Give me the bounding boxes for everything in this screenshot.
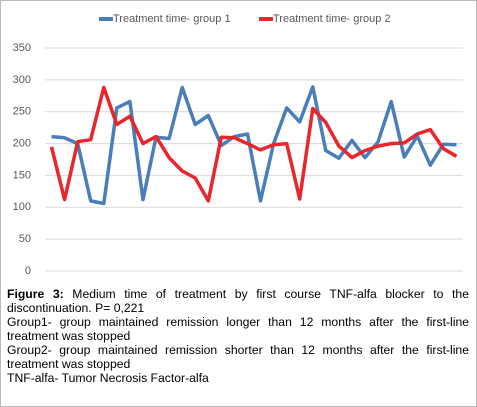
caption: Figure 3: Medium time of treatment by fi… xyxy=(7,287,469,385)
caption-line: Group2- group maintained remission short… xyxy=(7,343,469,371)
series-line xyxy=(51,85,457,206)
y-tick-label: 350 xyxy=(13,42,31,54)
caption-main: Figure 3: Medium time of treatment by fi… xyxy=(7,287,469,315)
y-tick-label: 100 xyxy=(13,201,31,213)
series-line xyxy=(49,85,458,203)
y-tick-label: 150 xyxy=(13,169,31,181)
chart: 0 50 100 150 200 250 300 350 Treatment time- gro… xyxy=(13,13,463,277)
y-tick-label: 200 xyxy=(13,137,31,149)
y-tick-label: 0 xyxy=(25,265,31,277)
caption-line: Group1- group maintained remission longe… xyxy=(7,315,469,343)
y-tick-label: 250 xyxy=(13,106,31,118)
caption-label: Figure 3: xyxy=(7,287,64,301)
caption-line: TNF-alfa- Tumor Necrosis Factor-alfa xyxy=(7,371,209,385)
caption-text: Medium time of treatment by first course… xyxy=(7,287,469,315)
legend-label: Treatment time- group 1 xyxy=(113,13,231,25)
y-tick-label: 50 xyxy=(19,233,31,245)
y-tick-label: 300 xyxy=(13,74,31,86)
legend-label: Treatment time- group 2 xyxy=(273,13,391,25)
